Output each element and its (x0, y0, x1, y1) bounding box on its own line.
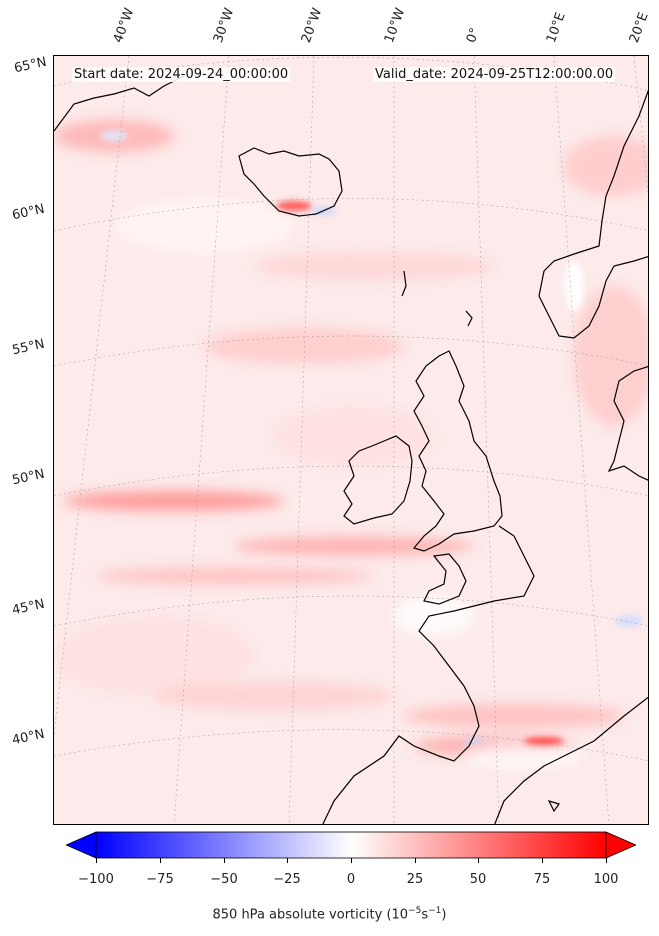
colorbar-gradient (95, 831, 607, 859)
colorbar-tick-label: −75 (146, 872, 174, 887)
colorbar-extend-high (605, 831, 638, 859)
colorbar-label-exponent: −5 (408, 906, 422, 916)
cb-tickmark (160, 858, 161, 863)
colorbar-label: 850 hPa absolute vorticity (10−5s−1) (0, 906, 659, 922)
lat-label-40n: 40°N (10, 726, 46, 749)
lon-label-40w: 40°W (110, 6, 138, 45)
cb-tickmark (542, 858, 543, 863)
colorbar-tick-label: 0 (346, 872, 356, 887)
lon-label-10e: 10°E (543, 10, 569, 46)
cb-tickmark (351, 858, 352, 863)
cb-tickmark (478, 858, 479, 863)
colorbar-label-close: ) (441, 907, 447, 923)
valid-date-label: Valid_date: 2024-09-25T12:00:00.00 (373, 67, 616, 82)
lat-label-45n: 45°N (10, 596, 46, 619)
cb-tickmark (96, 858, 97, 863)
lon-label-0: 0° (463, 25, 484, 45)
colorbar-tick-label: −100 (78, 872, 114, 887)
lat-label-55n: 55°N (10, 336, 46, 359)
colorbar (64, 830, 638, 860)
cb-tickmark (287, 858, 288, 863)
graticule (54, 56, 648, 824)
colorbar-tick-label: 75 (533, 872, 551, 887)
colorbar-tick-label: 25 (406, 872, 424, 887)
colorbar-extend-low (64, 831, 97, 859)
lon-label-20w: 20°W (298, 6, 326, 45)
cb-tickmark (606, 858, 607, 863)
coastlines (54, 75, 648, 824)
colorbar-svg (64, 831, 638, 859)
colorbar-label-text: 850 hPa absolute vorticity (10 (212, 907, 409, 923)
map-canvas (54, 56, 648, 824)
vorticity-map: Start date: 2024-09-24_00:00:00 Valid_da… (53, 55, 649, 825)
colorbar-label-unit: s (421, 907, 429, 923)
colorbar-tick-label: 100 (593, 872, 619, 887)
lon-label-20e: 20°E (626, 10, 652, 46)
cb-tickmark (224, 858, 225, 863)
lat-label-65n: 65°N (12, 54, 48, 77)
colorbar-tick-label: −50 (210, 872, 238, 887)
lon-label-30w: 30°W (210, 6, 238, 45)
lat-label-50n: 50°N (10, 466, 46, 489)
lat-label-60n: 60°N (10, 201, 46, 224)
colorbar-tick-label: 50 (469, 872, 487, 887)
colorbar-label-exponent: −1 (428, 906, 442, 916)
start-date-label: Start date: 2024-09-24_00:00:00 (72, 67, 291, 82)
lon-label-10w: 10°W (381, 6, 409, 45)
cb-tickmark (415, 858, 416, 863)
colorbar-tick-label: −25 (273, 872, 301, 887)
